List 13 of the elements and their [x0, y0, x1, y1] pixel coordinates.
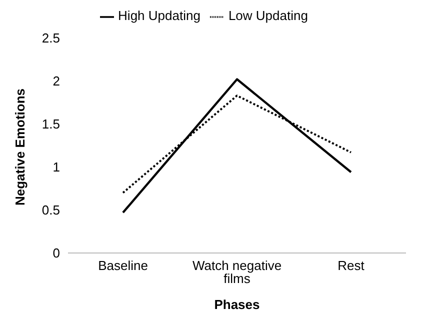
- y-tick-label: 2.5: [42, 30, 60, 46]
- y-tick-label: 1: [52, 160, 60, 175]
- x-axis-title: Phases: [214, 297, 260, 312]
- y-axis-title: Negative Emotions: [12, 88, 28, 206]
- y-tick-label: 1.5: [42, 116, 60, 132]
- legend-label: High Updating: [118, 8, 200, 23]
- legend-label: Low Updating: [228, 8, 308, 23]
- y-tick-label: 0.5: [42, 202, 60, 218]
- x-tick-label: Rest: [338, 258, 365, 274]
- y-tick-label: 0: [52, 246, 60, 261]
- x-tick-label: Baseline: [98, 258, 148, 274]
- y-tick-label: 2: [52, 74, 60, 89]
- x-tick-label: Watch negative films: [192, 258, 282, 286]
